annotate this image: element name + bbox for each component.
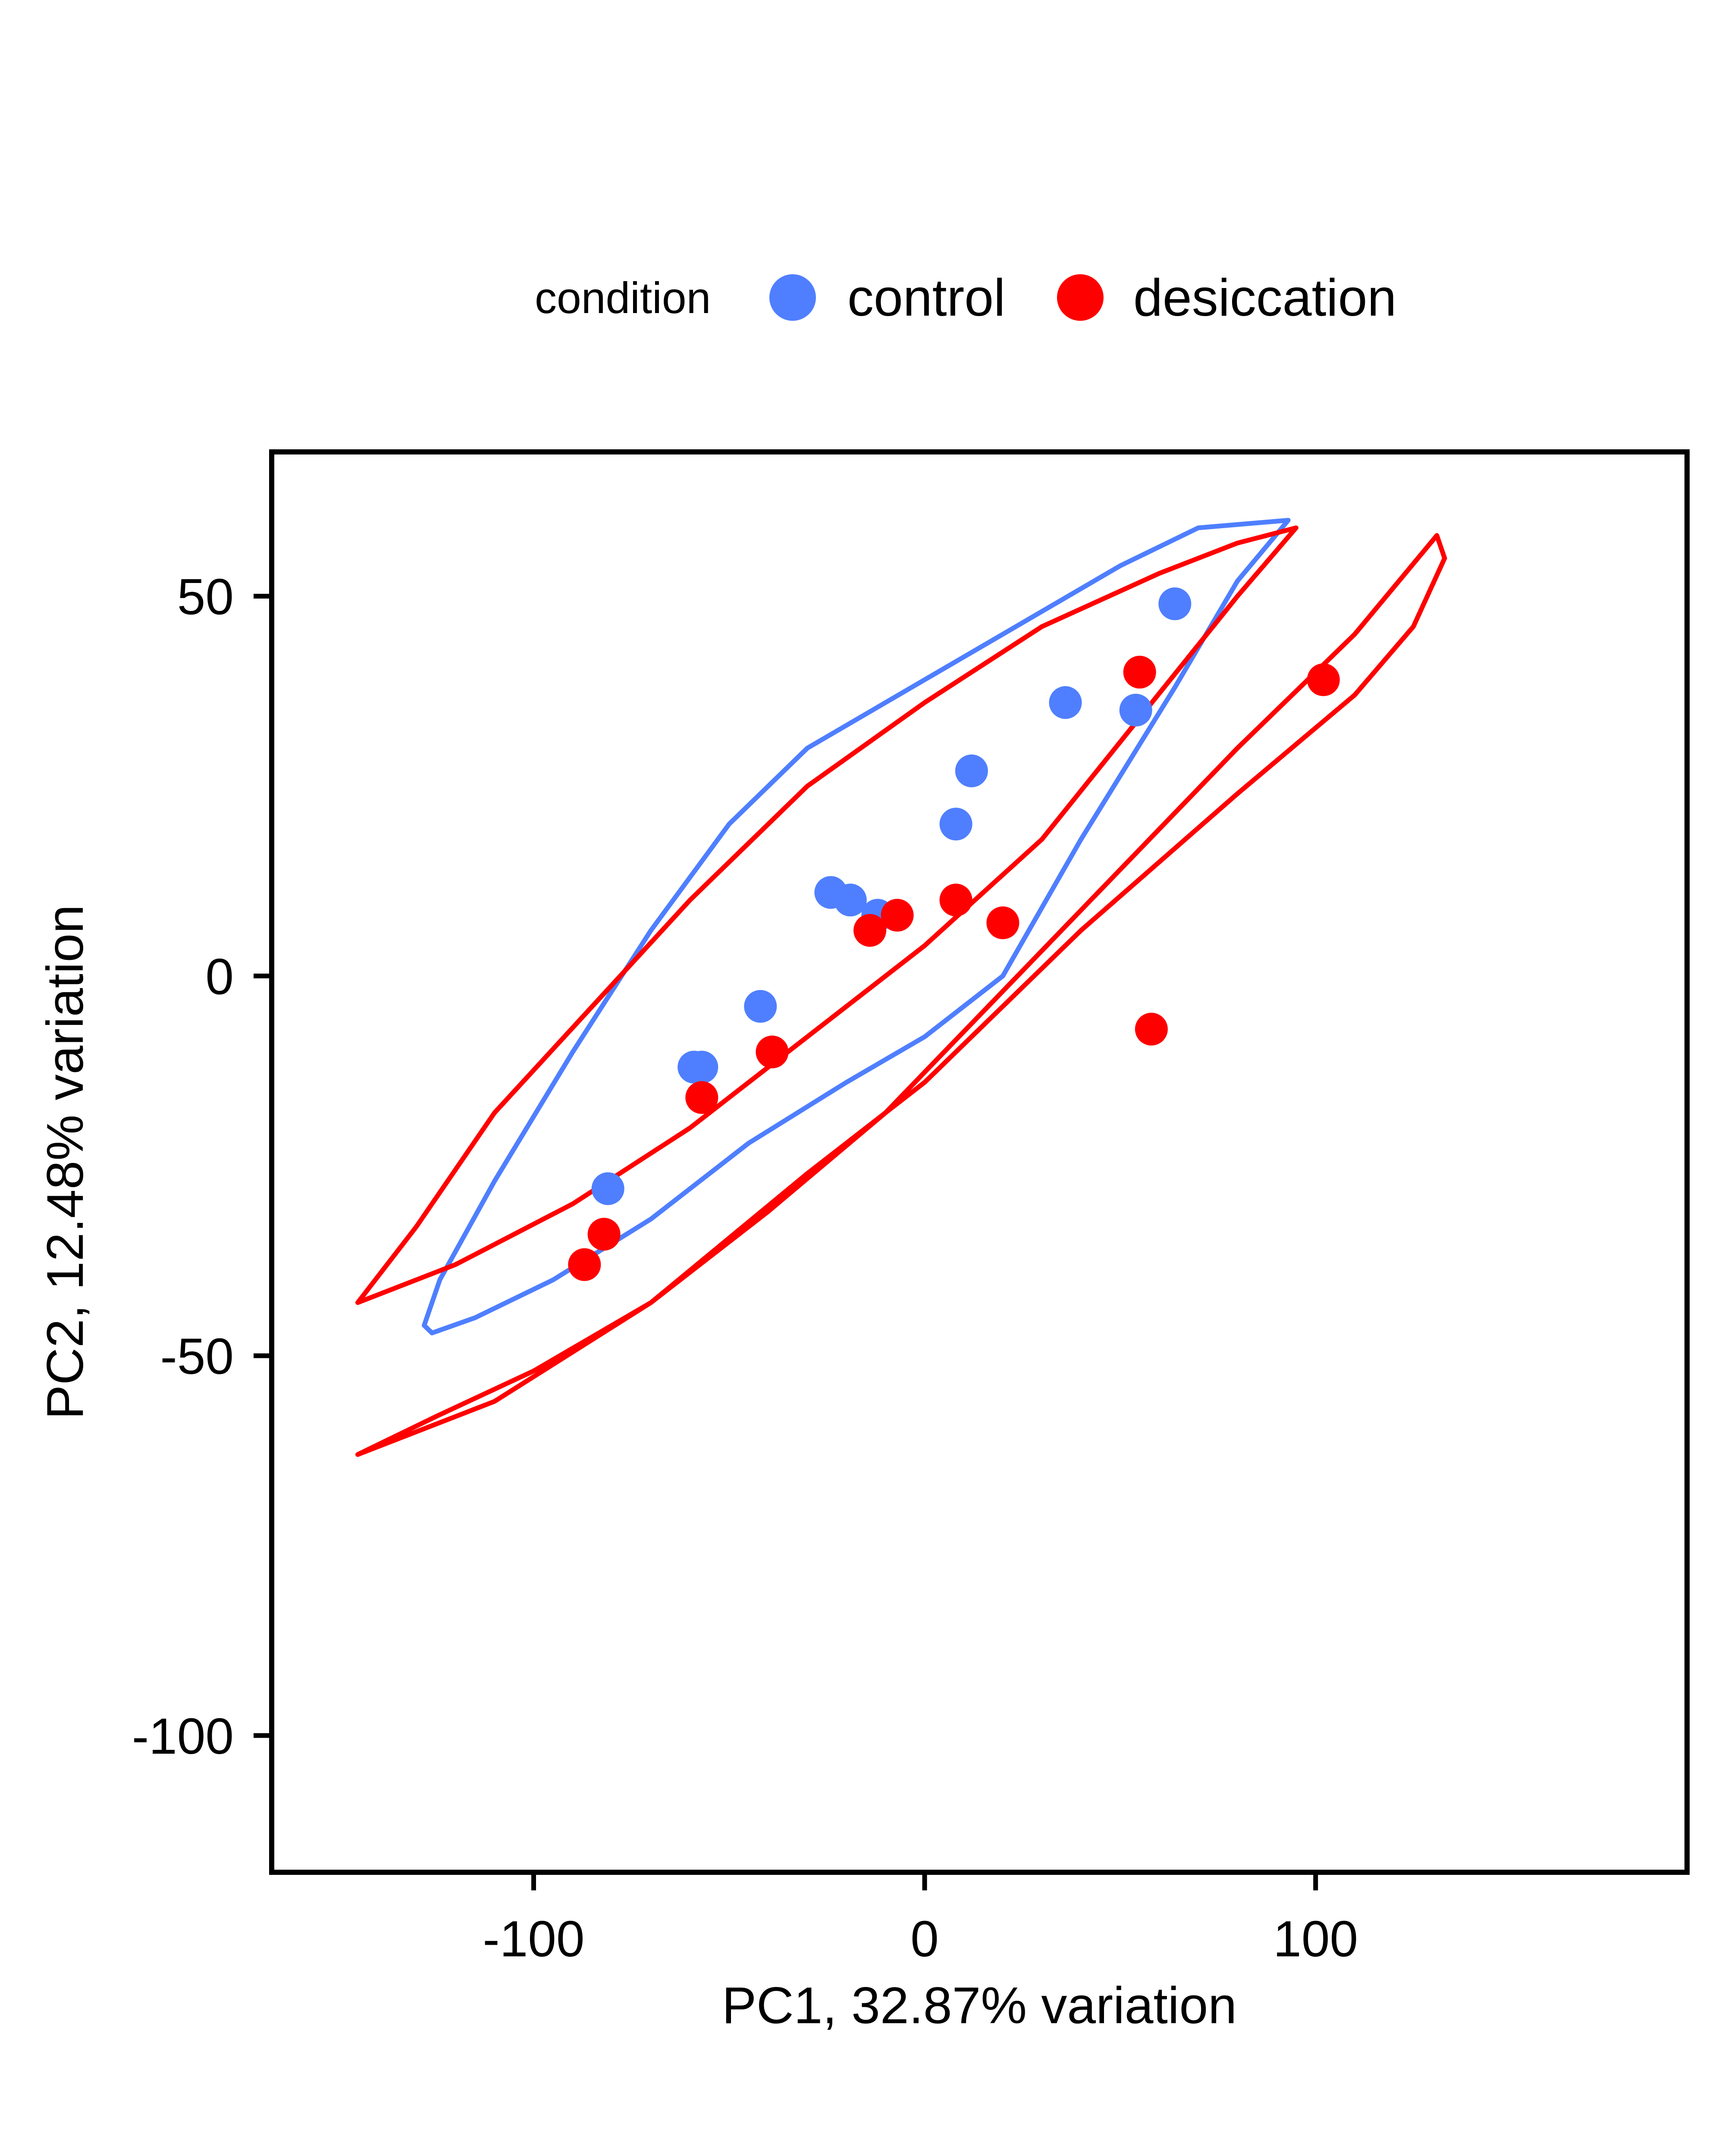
point-control-4: [939, 808, 972, 841]
points-layer: [568, 587, 1340, 1281]
y-tick-label-2: -50: [160, 1328, 234, 1385]
point-control-2: [1119, 693, 1152, 727]
point-control-11: [591, 1172, 624, 1205]
point-desiccation-9: [587, 1218, 621, 1251]
point-desiccation-6: [1135, 1012, 1168, 1046]
legend-title: condition: [535, 273, 711, 323]
ellipses-layer: [355, 518, 1447, 1457]
y-tick-label-1: 0: [205, 948, 234, 1005]
point-desiccation-3: [853, 914, 887, 947]
y-axis: 50 0 -50 -100: [132, 569, 272, 1765]
y-axis-title: PC2, 12.48% variation: [36, 905, 94, 1420]
point-desiccation-1: [1123, 655, 1156, 689]
point-desiccation-10: [568, 1248, 601, 1281]
point-desiccation-8: [685, 1081, 718, 1114]
point-control-3: [955, 754, 988, 787]
point-control-8: [744, 990, 777, 1023]
x-axis: -100 0 100: [483, 1872, 1358, 1968]
legend-label-desiccation: desiccation: [1133, 268, 1396, 327]
point-desiccation-5: [986, 906, 1019, 940]
x-tick-label-2: 100: [1273, 1911, 1358, 1968]
ellipse-desiccation-1: [355, 525, 1298, 1305]
ellipse-control-0: [422, 518, 1291, 1335]
legend-label-control: control: [847, 268, 1005, 327]
legend: condition control desiccation: [535, 268, 1396, 327]
ellipse-desiccation-2: [355, 533, 1447, 1457]
point-desiccation-7: [756, 1035, 789, 1069]
y-tick-label-3: -100: [132, 1708, 234, 1765]
point-desiccation-4: [939, 884, 972, 917]
point-desiccation-0: [1307, 663, 1340, 696]
point-control-6: [834, 884, 867, 917]
point-control-10: [685, 1050, 718, 1084]
legend-marker-desiccation: [1057, 274, 1104, 321]
point-control-0: [1158, 587, 1192, 620]
legend-marker-control: [769, 274, 816, 321]
x-tick-label-1: 0: [910, 1911, 939, 1968]
point-control-1: [1049, 686, 1082, 719]
x-axis-title: PC1, 32.87% variation: [722, 1977, 1237, 2034]
point-desiccation-2: [881, 899, 914, 932]
plot-panel: [269, 449, 1690, 1875]
x-tick-label-0: -100: [483, 1911, 584, 1968]
y-tick-label-0: 50: [177, 569, 234, 626]
